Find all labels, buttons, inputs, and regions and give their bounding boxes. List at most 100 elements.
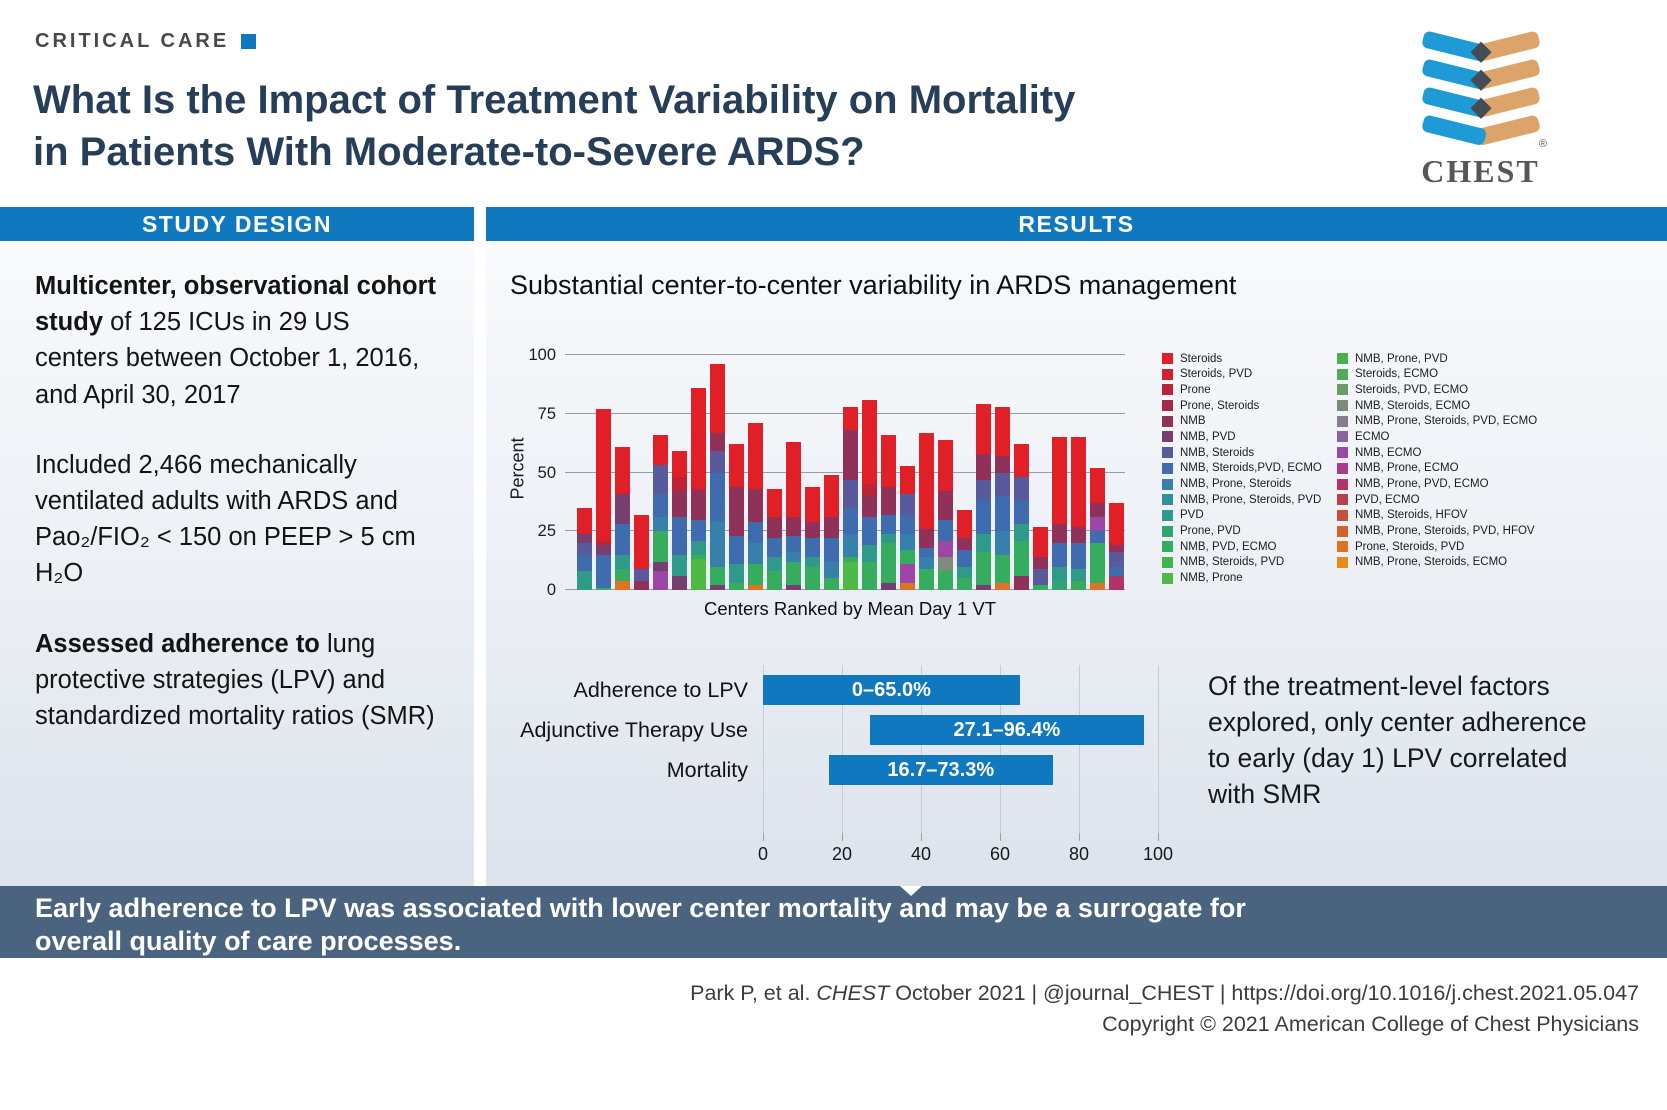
bar-segment	[976, 533, 991, 553]
center-bar-13	[805, 486, 820, 590]
chest-logo-text: CHEST	[1421, 153, 1540, 189]
bar-segment	[691, 559, 706, 590]
bar-segment	[900, 564, 915, 583]
bar-segment	[691, 387, 706, 489]
bar-segment	[653, 434, 668, 466]
legend-swatch	[1162, 462, 1173, 474]
legend-item: NMB, Prone, PVD	[1337, 353, 1537, 365]
bar-segment	[596, 540, 611, 546]
bar-segment	[729, 564, 744, 583]
bar-segment	[1090, 467, 1105, 504]
legend-swatch	[1337, 384, 1348, 396]
bar-segment	[729, 535, 744, 565]
bar-segment	[1052, 524, 1067, 544]
legend-label: NMB, Steroids, PVD	[1180, 556, 1285, 569]
center-bar-25	[1033, 526, 1048, 590]
bar-segment	[672, 554, 687, 576]
legend-item: Steroids, PVD	[1162, 368, 1322, 380]
bar-segment	[900, 550, 915, 565]
center-bar-15	[843, 406, 858, 590]
bar-segment	[938, 557, 953, 572]
x-tick-20: 20	[831, 844, 853, 864]
legend-col-1: Steroids Steroids, PVD Prone Prone, Steroid…	[1162, 353, 1322, 584]
bar-segment	[1052, 566, 1067, 581]
bar-segment	[1071, 580, 1086, 590]
bar-segment	[900, 514, 915, 534]
study-paragraph-1-bold: Multicenter, observational cohort study	[35, 272, 436, 337]
center-bar-20	[938, 439, 953, 590]
chest-logo-icon	[1421, 31, 1540, 145]
legend-swatch	[1162, 353, 1173, 364]
legend-swatch	[1162, 478, 1173, 490]
bar-segment	[653, 561, 668, 572]
bar-segment	[881, 543, 896, 583]
bar-segment	[691, 489, 706, 492]
study-paragraph-3-rest: lung protective strategies (LPV) and sta…	[35, 629, 435, 731]
x-tick-40: 40	[910, 844, 932, 864]
legend-label: Prone, Steroids, PVD	[1355, 540, 1465, 553]
bar-segment	[919, 547, 934, 558]
bar-segment	[976, 404, 991, 454]
legend-swatch	[1162, 431, 1173, 443]
legend-item: Steroids, PVD, ECMO	[1337, 384, 1537, 396]
legend-label: Prone, Steroids	[1180, 399, 1260, 412]
bar-segment	[729, 486, 744, 536]
x-tick-60: 60	[989, 844, 1011, 864]
center-bar-28	[1090, 467, 1105, 590]
legend-item: NMB, Steroids	[1162, 446, 1322, 459]
bar-segment	[824, 561, 839, 579]
chest-logo: ® CHEST	[1418, 26, 1547, 190]
range-row-label: Adherence to LPV	[573, 678, 748, 702]
legend-item: NMB, Prone, Steroids, ECMO	[1337, 556, 1537, 569]
study-paragraph-3: Assessed adherence to lung protective st…	[35, 626, 437, 735]
bar-segment	[1071, 543, 1086, 569]
bar-segment	[881, 514, 896, 534]
x-tick-0: 0	[757, 844, 769, 864]
bar-segment	[1014, 524, 1029, 541]
bar-segment	[710, 521, 725, 567]
legend-swatch	[1337, 447, 1348, 459]
legend-item: NMB, Prone, PVD, ECMO	[1337, 478, 1537, 490]
bar-segment	[577, 543, 592, 555]
legend-label: NMB, Steroids	[1180, 446, 1255, 459]
bar-segment	[805, 521, 820, 539]
legend-item: NMB, Steroids, HFOV	[1337, 509, 1537, 521]
legend-col-2: NMB, Prone, PVD Steroids, ECMO Steroids, P…	[1337, 353, 1537, 568]
bar-segment	[995, 554, 1010, 583]
gridline-x-80	[1079, 665, 1080, 833]
legend-label: NMB, Prone, Steroids, ECMO	[1355, 556, 1508, 569]
y-tick-25: 25	[537, 522, 556, 541]
bar-segment	[672, 477, 687, 492]
stacked-bars-row	[577, 355, 1125, 590]
banner-notch-icon	[900, 886, 922, 896]
bar-segment	[1014, 477, 1029, 501]
legend-swatch	[1337, 509, 1348, 521]
x-tick-80: 80	[1068, 844, 1090, 864]
bar-segment	[710, 566, 725, 586]
bar-segment	[710, 585, 725, 590]
bar-segment	[653, 517, 668, 532]
bar-segment	[691, 540, 706, 555]
legend-item: Prone, Steroids	[1162, 399, 1322, 412]
bar-segment	[1090, 503, 1105, 518]
bar-segment	[1109, 503, 1124, 546]
range-bar-chart: Adherence to LPV Adjunctive Therapy Use Mo…	[520, 660, 1220, 870]
bar-segment	[881, 533, 896, 544]
legend-swatch	[1162, 541, 1173, 553]
bar-segment	[653, 571, 668, 590]
bar-segment	[1014, 500, 1029, 525]
study-design-header: STUDY DESIGN	[0, 207, 474, 241]
bar-segment	[710, 472, 725, 522]
center-bar-23	[995, 406, 1010, 590]
legend-item: NMB, ECMO	[1337, 447, 1537, 459]
legend-swatch	[1162, 415, 1173, 427]
bar-segment	[634, 514, 649, 569]
legend-label: Prone	[1180, 383, 1211, 396]
legend-label: NMB, PVD, ECMO	[1180, 540, 1277, 553]
bar-segment	[653, 531, 668, 562]
legend-label: NMB, PVD	[1180, 430, 1236, 443]
center-bar-26	[1052, 437, 1067, 590]
range-labels: Adherence to LPV Adjunctive Therapy Use Mo…	[520, 660, 748, 870]
bar-segment	[824, 517, 839, 539]
